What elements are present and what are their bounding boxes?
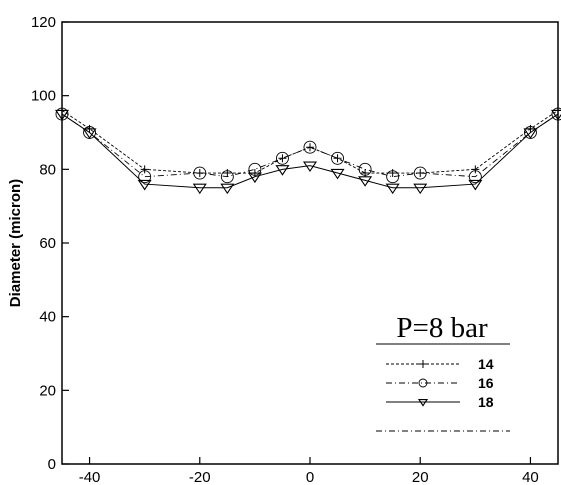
data-point-circle: [193, 166, 207, 180]
data-point-circle: [275, 151, 289, 165]
data-point-circle: [331, 151, 345, 165]
data-point-circle: [303, 140, 317, 154]
legend-entry: 18: [386, 394, 494, 410]
legend-label: 16: [478, 375, 494, 391]
data-point-circle: [413, 166, 427, 180]
data-point-triangle: [302, 161, 318, 173]
data-point-circle: [358, 162, 372, 176]
x-tick-label: 20: [412, 469, 429, 485]
data-point-triangle: [192, 183, 207, 195]
x-tick-label: -20: [189, 469, 211, 485]
data-point-circle: [418, 378, 428, 388]
data-point-circle: [220, 170, 234, 184]
data-point-plus: [419, 360, 427, 368]
x-tick-label: 0: [306, 469, 314, 485]
data-point-plus: [471, 165, 480, 174]
data-point-plus: [140, 165, 149, 174]
data-point-circle: [138, 170, 152, 184]
data-point-triangle: [220, 183, 235, 195]
series-line: [61, 113, 559, 189]
y-tick-label: 100: [31, 88, 56, 105]
legend-label: 14: [478, 356, 494, 372]
legend-entry: 14: [386, 356, 494, 372]
series-18: [54, 109, 561, 195]
data-point-triangle: [82, 128, 97, 139]
y-tick-label: 120: [31, 14, 56, 31]
y-tick-label: 60: [39, 235, 56, 252]
y-axis-title: Diameter (micron): [7, 179, 24, 307]
x-tick-label: 40: [522, 469, 539, 485]
data-point-triangle: [385, 183, 400, 195]
y-tick-label: 0: [48, 456, 56, 473]
y-tick-label: 80: [39, 161, 56, 178]
data-point-triangle: [358, 176, 373, 187]
data-point-triangle: [330, 168, 345, 180]
data-point-triangle: [417, 399, 429, 407]
legend-entries: 14 16 18: [386, 356, 494, 410]
data-point-circle: [468, 170, 482, 184]
y-tick-label: 40: [39, 309, 56, 326]
y-tick-label: 20: [39, 382, 56, 399]
data-point-plus: [223, 169, 232, 178]
data-point-plus: [278, 154, 287, 163]
legend-label: 18: [478, 394, 494, 410]
legend-title: P=8 bar: [396, 312, 488, 344]
data-point-triangle: [247, 172, 262, 184]
data-point-triangle: [523, 128, 538, 139]
data-point-triangle: [550, 109, 561, 121]
data-point-triangle: [137, 179, 152, 191]
legend-entry: 16: [386, 375, 494, 391]
ticks-layer: -40 -20 0 20 40 0 20 40 60 80 100 120: [31, 14, 539, 485]
data-point-triangle: [413, 183, 428, 195]
data-point-circle: [551, 107, 561, 121]
series-line: [61, 110, 559, 174]
data-point-plus: [361, 169, 370, 178]
legend: P=8 bar 14 16 18: [376, 312, 510, 432]
data-point-plus: [388, 169, 397, 178]
series-line: [61, 113, 559, 178]
data-point-triangle: [275, 165, 290, 176]
data-point-circle: [386, 170, 400, 184]
data-point-triangle: [468, 179, 483, 191]
data-point-triangle: [54, 109, 70, 121]
x-tick-label: -40: [79, 469, 101, 485]
series-14: [58, 106, 561, 178]
data-point-circle: [248, 162, 262, 176]
series-layer: [54, 106, 561, 195]
